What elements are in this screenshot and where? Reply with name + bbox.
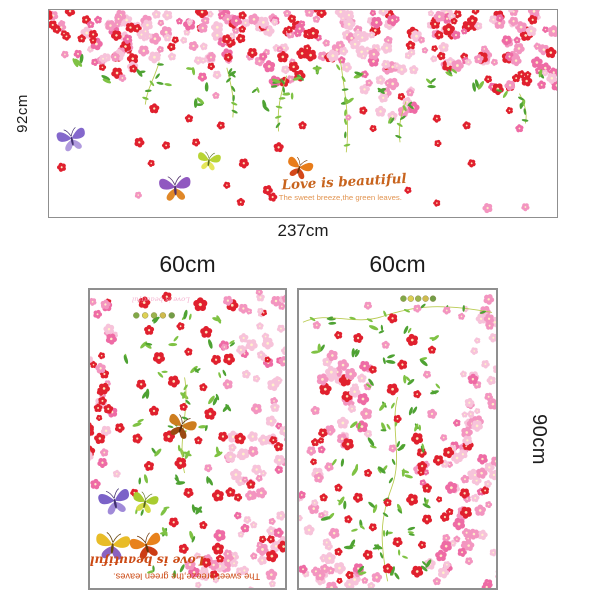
flower-cluster: [375, 92, 420, 121]
flower-cluster: [250, 356, 285, 430]
flower-cluster: [193, 52, 233, 82]
flower-cluster: [535, 62, 557, 92]
flower-cluster: [314, 562, 361, 588]
flower-cluster: [413, 447, 444, 493]
sticker-sheet-left: Love is beautiful Love is beautiful The …: [88, 288, 287, 590]
butterfly-icon: [133, 491, 159, 514]
flower-cluster: [322, 29, 381, 60]
butterfly-icon: [98, 488, 130, 515]
flower-cluster: [90, 352, 111, 409]
flower-cluster: [359, 59, 415, 99]
flower-cluster: [306, 428, 354, 480]
falling-flowers: [312, 301, 466, 586]
leaf-vine: [395, 101, 407, 143]
sheet-left-sub-flipped: The sweet breeze,the green leaves.: [113, 571, 260, 581]
butterfly-icon: [56, 127, 85, 152]
decal-preview-artwork: Love is beautiful The sweet breeze,the g…: [49, 10, 557, 214]
flower-cluster: [49, 10, 91, 41]
leaf-vine: [379, 397, 400, 582]
leaf-vine: [226, 67, 238, 118]
flower-cluster: [256, 527, 285, 563]
flower-cluster: [223, 430, 285, 499]
flower-cluster: [299, 502, 340, 578]
flower-cluster: [90, 298, 118, 345]
flower-cluster: [440, 56, 472, 72]
leaf-scatter: [72, 54, 545, 124]
decal-preview-panel: Love is beautiful The sweet breeze,the g…: [48, 9, 558, 218]
flower-cluster: [387, 10, 453, 43]
flower-cluster: [496, 10, 557, 41]
flower-cluster: [228, 10, 295, 39]
sheet-left-artwork: Love is beautiful Love is beautiful The …: [90, 290, 285, 588]
flower-cluster: [484, 70, 533, 96]
flower-cluster: [440, 10, 506, 40]
flower-cluster: [125, 10, 196, 42]
slogan-sub-text: The sweet breeze,the green leaves.: [279, 193, 402, 202]
sheet-left-mini-script: Love is beautiful: [132, 296, 191, 304]
sheet-left-width-label: 60cm: [159, 251, 216, 277]
top-panel-height-label: 92cm: [13, 94, 31, 133]
brand-badge-dots: [400, 295, 437, 302]
flower-cluster: [363, 35, 438, 76]
flower-cluster: [316, 349, 350, 386]
butterfly-icon: [159, 175, 191, 201]
flower-cluster: [431, 30, 493, 66]
sheet-right-width-label: 60cm: [369, 251, 426, 277]
leaf-vine: [518, 93, 529, 124]
flower-cluster: [90, 403, 125, 457]
sheet-left-slogan-flipped: Love is beautiful: [90, 554, 205, 569]
flower-cluster: [436, 481, 472, 542]
sticker-sheet-right: [297, 288, 498, 590]
flower-cluster: [184, 549, 239, 588]
flower-cluster: [90, 448, 121, 490]
leaf-scatter: [311, 317, 441, 580]
butterfly-icon: [96, 532, 131, 560]
leaf-vine: [274, 75, 288, 132]
top-panel-width-label: 237cm: [277, 221, 329, 240]
flower-cluster: [269, 425, 285, 467]
flower-cluster: [338, 360, 375, 406]
flower-cluster: [440, 419, 474, 464]
butterfly-icon: [169, 413, 197, 439]
butterfly-icon: [288, 156, 314, 180]
leaf-vine: [302, 303, 493, 323]
flower-cluster: [299, 490, 325, 522]
flower-cluster: [490, 35, 557, 68]
flower-cluster: [225, 476, 258, 501]
falling-flowers: [130, 291, 234, 568]
falling-flowers: [56, 64, 530, 214]
flower-cluster: [186, 10, 250, 34]
flower-cluster: [423, 533, 467, 579]
sheet-right-artwork: [299, 294, 496, 588]
flower-cluster: [122, 27, 187, 64]
flower-cluster: [226, 290, 285, 317]
butterfly-icon: [198, 151, 221, 171]
flower-cluster: [247, 43, 317, 67]
brand-badge-dots: [133, 312, 175, 319]
flower-cluster: [317, 49, 352, 73]
flower-cluster: [336, 563, 383, 588]
leaf-vine: [142, 61, 164, 105]
sheet-height-label: 90cm: [527, 413, 550, 465]
butterfly-icon: [129, 532, 161, 560]
slogan-script-text: Love is beautiful: [280, 171, 407, 194]
leaf-vine: [336, 59, 351, 153]
flower-cluster: [462, 294, 496, 343]
